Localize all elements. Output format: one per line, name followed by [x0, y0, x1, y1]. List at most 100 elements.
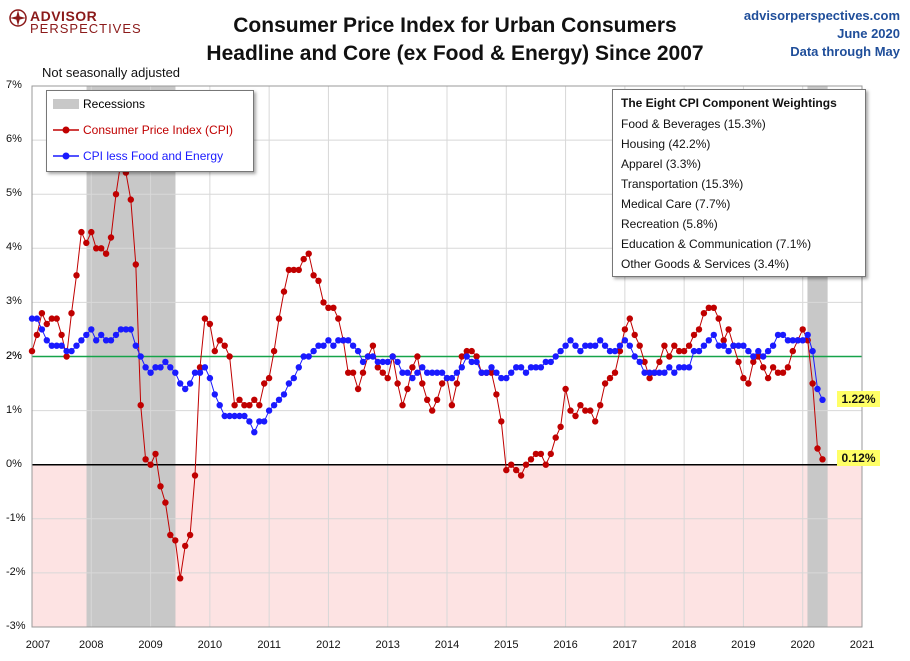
- cpi-data-point: [246, 402, 253, 409]
- cpi-data-point: [315, 277, 322, 284]
- cpi-data-point: [769, 364, 777, 371]
- cpi-data-point: [359, 369, 367, 376]
- core-data-point: [265, 407, 273, 414]
- y-tick-label: -3%: [6, 620, 26, 632]
- core-data-point: [478, 369, 485, 376]
- core-data-point: [671, 369, 678, 376]
- x-tick-label: 2016: [553, 639, 578, 651]
- core-data-point: [340, 337, 347, 344]
- plot-frame: [31, 85, 863, 628]
- core-data-point: [710, 331, 717, 339]
- cpi-data-point: [700, 310, 708, 317]
- core-data-point: [88, 326, 95, 333]
- cpi-data-point: [28, 347, 36, 355]
- core-data-point: [78, 337, 85, 344]
- x-tick-label: 2021: [849, 639, 875, 651]
- core-data-point: [48, 342, 55, 349]
- cpi-data-point: [38, 310, 46, 317]
- core-data-point: [246, 418, 253, 425]
- y-tick-label: 2%: [6, 349, 22, 362]
- core-data-point: [117, 326, 125, 333]
- core-data-point: [789, 337, 796, 344]
- cpi-data-point: [572, 412, 579, 420]
- cpi-latest-value-tag: 0.12%: [837, 450, 880, 467]
- cpi-data-point: [290, 266, 297, 274]
- x-tick-label: 2017: [612, 639, 638, 651]
- cpi-data-point: [335, 315, 342, 322]
- logo-wordmark-sub: PERSPECTIVES: [30, 21, 142, 36]
- core-data-point: [636, 358, 643, 366]
- cpi-data-point: [191, 472, 199, 479]
- core-data-point: [98, 331, 105, 339]
- core-data-point: [409, 374, 416, 382]
- core-data-point: [784, 337, 792, 344]
- core-data-point: [162, 358, 169, 366]
- core-data-point: [196, 369, 204, 376]
- core-data-point: [552, 353, 559, 360]
- cpi-data-point: [587, 407, 594, 414]
- core-data-point: [750, 353, 757, 360]
- core-data-point: [424, 369, 431, 376]
- cpi-data-point: [236, 396, 243, 403]
- core-data-point: [167, 364, 174, 371]
- y-tick-label: 4%: [6, 241, 22, 254]
- cpi-data-point: [43, 320, 50, 328]
- core-data-point: [661, 369, 668, 376]
- cpi-data-point: [666, 353, 673, 360]
- cpi-data-point: [404, 385, 411, 393]
- cpi-data-point: [78, 228, 85, 236]
- core-data-point: [641, 369, 648, 376]
- recession-swatch-icon: [53, 99, 79, 109]
- cpi-data-point: [814, 445, 821, 452]
- seasonal-note: Not seasonally adjusted: [42, 65, 181, 80]
- core-data-point: [562, 342, 569, 349]
- core-data-point: [527, 364, 535, 371]
- y-tick-label: 5%: [6, 187, 22, 200]
- core-data-point: [112, 331, 120, 339]
- cpi-data-point: [626, 315, 633, 322]
- cpi-data-point: [656, 358, 663, 366]
- core-data-point: [651, 369, 658, 376]
- core-data-point: [577, 347, 584, 355]
- core-data-point: [295, 364, 302, 371]
- cpi-data-point: [320, 299, 327, 306]
- core-data-point: [345, 337, 352, 344]
- cpi-data-point: [157, 483, 164, 490]
- cpi-data-point: [720, 337, 727, 344]
- cpi-data-point: [137, 402, 144, 409]
- cpi-data-point: [379, 369, 386, 376]
- weightings-title: The Eight CPI Component Weightings: [621, 96, 837, 110]
- cpi-data-point: [112, 191, 120, 198]
- cpi-data-point: [740, 374, 747, 382]
- cpi-data-point: [53, 315, 60, 322]
- core-data-point: [83, 331, 90, 339]
- core-data-point: [458, 364, 465, 371]
- core-data-point: [695, 347, 703, 355]
- core-data-point: [419, 364, 426, 371]
- x-tick-label: 2008: [79, 639, 104, 651]
- cpi-data-point: [83, 239, 90, 247]
- cpi-data-point: [735, 358, 742, 366]
- cpi-data-point: [394, 380, 401, 387]
- cpi-data-point: [147, 461, 154, 468]
- cpi-data-point: [493, 391, 500, 398]
- core-data-point: [676, 364, 683, 371]
- legend-label-core: CPI less Food and Energy: [83, 149, 224, 163]
- cpi-data-point: [270, 347, 278, 355]
- cpi-data-point: [310, 272, 317, 279]
- cpi-data-point: [755, 353, 762, 360]
- x-tick-label: 2019: [731, 639, 756, 651]
- cpi-data-point: [88, 228, 95, 236]
- core-data-point: [468, 358, 475, 366]
- core-data-point: [256, 418, 263, 425]
- cpi-data-point: [424, 396, 431, 403]
- core-data-point: [359, 358, 367, 366]
- cpi-data-point: [453, 380, 461, 387]
- cpi-data-point: [251, 396, 258, 403]
- weighting-item: Recreation (5.8%): [621, 217, 718, 231]
- cpi-data-point: [710, 304, 717, 311]
- core-data-point: [93, 337, 100, 344]
- x-tick-label: 2015: [494, 639, 519, 651]
- cpi-data-point: [503, 466, 510, 474]
- cpi-data-point: [690, 331, 698, 339]
